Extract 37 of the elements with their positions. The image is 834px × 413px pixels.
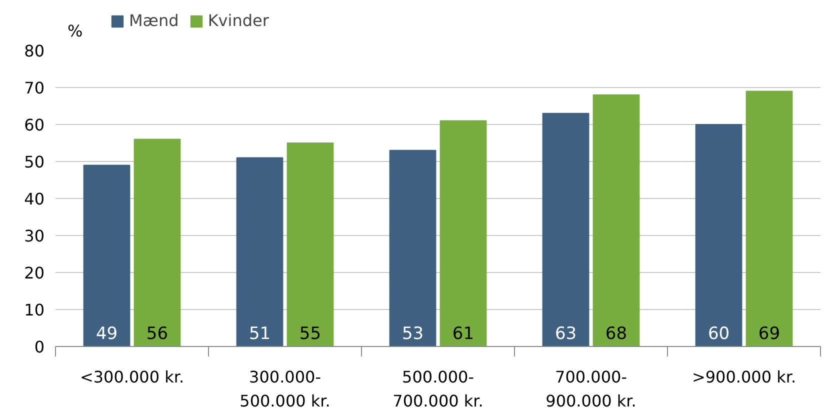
category-label: 700.000- 900.000 kr.	[546, 368, 636, 410]
bar	[236, 157, 284, 346]
x-tick-label: <300.000 kr.	[80, 368, 184, 386]
data-label: 63	[554, 324, 577, 344]
bar	[542, 112, 590, 346]
data-label: 49	[96, 324, 118, 344]
y-tick-label: 0	[34, 338, 45, 356]
y-tick-label: 80	[24, 42, 44, 60]
legend-label: Kvinder	[208, 11, 269, 30]
bar	[286, 142, 334, 346]
bar	[746, 90, 793, 346]
bar	[134, 138, 181, 346]
bar	[389, 150, 436, 346]
data-label: 69	[758, 324, 780, 344]
y-tick-label: 40	[24, 190, 44, 208]
legend-label: Mænd	[129, 11, 179, 30]
data-label: 55	[299, 324, 322, 344]
bar	[440, 120, 487, 346]
y-tick-label: 70	[24, 78, 44, 98]
data-label: 60	[708, 324, 730, 344]
y-tick-label: 50	[24, 152, 44, 172]
y-tick-label: 20	[24, 264, 44, 282]
bar	[695, 124, 742, 346]
data-label: 56	[146, 324, 168, 344]
y-axis-title: %	[68, 22, 83, 40]
y-tick-label: 30	[24, 226, 44, 246]
data-label: 51	[248, 324, 271, 344]
data-label: 68	[605, 324, 628, 344]
data-label: 61	[452, 324, 474, 344]
bar	[592, 94, 640, 346]
bar	[83, 164, 130, 346]
x-tick-label: >900.000 kr.	[692, 368, 796, 386]
category-label: 300.000- 500.000 kr.	[240, 368, 330, 410]
y-tick-label: 10	[24, 300, 44, 320]
category-label: 500.000- 700.000 kr.	[392, 368, 484, 410]
data-label: 53	[402, 324, 424, 344]
y-tick-label: 60	[24, 116, 44, 134]
